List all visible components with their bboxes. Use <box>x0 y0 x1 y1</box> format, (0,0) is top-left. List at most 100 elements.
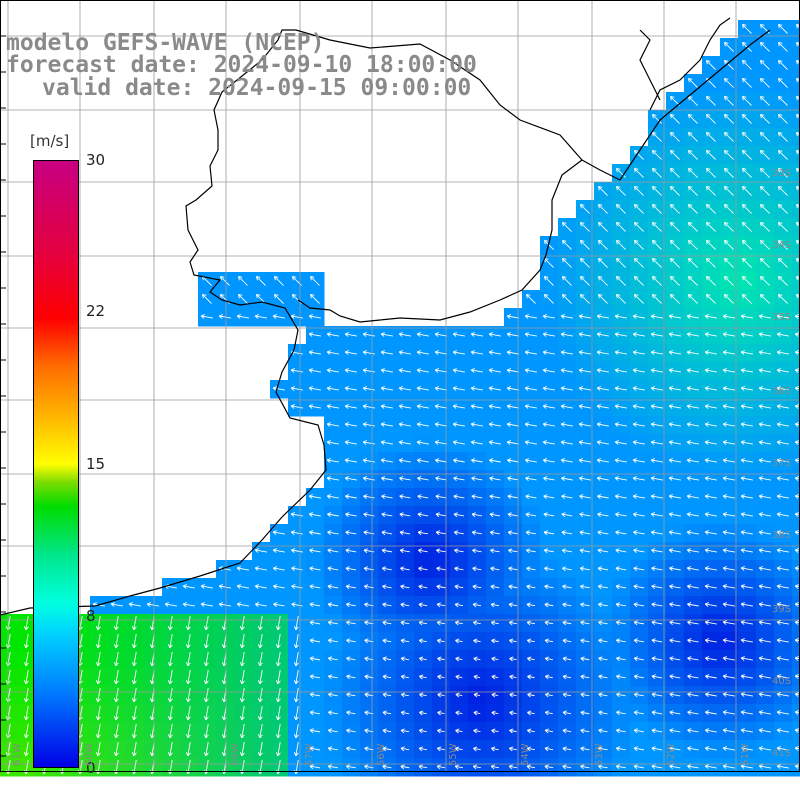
wind-arrow <box>578 404 591 409</box>
wind-arrow <box>794 746 800 751</box>
lat-label-37s: 37S <box>772 458 792 469</box>
wind-arrow <box>185 652 191 667</box>
wind-arrow <box>23 706 29 721</box>
wind-arrow <box>542 332 555 337</box>
wind-arrow <box>741 59 752 70</box>
wind-arrow <box>491 674 499 680</box>
wind-arrow <box>578 476 591 481</box>
wind-arrow <box>686 314 699 319</box>
wind-arrow <box>509 638 517 644</box>
wind-arrow <box>722 548 735 553</box>
wind-arrow <box>453 530 464 536</box>
wind-arrow <box>239 670 245 685</box>
wind-arrow <box>326 350 339 355</box>
wind-arrow <box>758 404 771 409</box>
wind-arrow <box>560 368 573 373</box>
wind-arrow <box>651 728 663 734</box>
wind-arrow <box>201 293 212 304</box>
wind-arrow <box>668 314 681 319</box>
wind-arrow <box>434 422 447 427</box>
wind-arrow <box>473 692 481 698</box>
wind-arrow <box>776 512 789 517</box>
wind-arrow <box>380 368 393 373</box>
wind-arrow <box>741 95 752 106</box>
wind-arrow <box>776 620 789 625</box>
wind-arrow <box>758 458 771 463</box>
wind-arrow <box>597 221 608 232</box>
wind-arrow <box>436 764 446 770</box>
lon-label-59w: 59W <box>230 743 241 766</box>
wind-arrow <box>473 746 481 752</box>
wind-arrow <box>633 620 645 626</box>
wind-arrow <box>740 584 753 589</box>
wind-arrow <box>416 404 429 409</box>
wind-arrow <box>452 368 465 373</box>
wind-arrow <box>758 548 771 553</box>
wind-arrow <box>759 257 770 268</box>
wind-arrow <box>95 706 101 721</box>
wind-arrow <box>417 530 429 536</box>
wind-arrow <box>615 638 626 644</box>
wind-arrow <box>632 314 645 319</box>
wind-arrow <box>509 674 517 680</box>
wind-arrow <box>380 422 393 427</box>
wind-arrow <box>580 674 590 680</box>
wind-arrow <box>794 602 800 607</box>
wind-arrow <box>436 566 446 572</box>
wind-arrow <box>740 692 753 697</box>
wind-arrow <box>400 620 410 626</box>
wind-arrow <box>598 764 608 770</box>
wind-arrow <box>308 368 321 373</box>
wind-arrow <box>722 440 735 445</box>
wind-arrow <box>686 404 699 409</box>
wind-arrow <box>327 764 338 770</box>
wind-arrow <box>669 674 681 680</box>
wind-arrow <box>437 674 445 680</box>
wind-arrow <box>418 620 428 626</box>
wind-arrow <box>579 275 590 286</box>
wind-arrow <box>327 656 338 662</box>
wind-arrow <box>669 185 680 196</box>
wind-arrow <box>651 710 663 716</box>
wind-arrow <box>185 724 191 739</box>
wind-arrow <box>596 332 609 337</box>
wind-arrow <box>669 167 680 178</box>
wind-arrow <box>758 350 771 355</box>
wind-arrow <box>668 548 681 553</box>
wind-arrow <box>669 203 680 214</box>
wind-arrow <box>345 602 356 608</box>
wind-arrow <box>740 422 753 427</box>
wind-arrow <box>345 548 357 554</box>
wind-arrow <box>293 742 299 757</box>
wind-arrow <box>615 602 626 608</box>
wind-arrow <box>615 764 626 770</box>
wind-arrow <box>651 620 663 626</box>
wind-arrow <box>293 616 299 631</box>
wind-arrow <box>758 584 771 589</box>
wind-arrow <box>632 458 645 463</box>
wind-arrow <box>344 386 357 391</box>
wind-arrow <box>437 728 445 734</box>
wind-arrow <box>526 602 536 608</box>
wind-arrow <box>578 440 591 445</box>
wind-arrow <box>543 530 555 536</box>
wind-arrow <box>741 293 752 304</box>
wind-arrow <box>740 764 753 769</box>
wind-arrow <box>614 368 627 373</box>
wind-arrow <box>723 275 734 286</box>
wind-arrow <box>398 368 411 373</box>
wind-arrow <box>507 494 519 500</box>
wind-arrow <box>687 692 699 698</box>
wind-arrow <box>740 386 753 391</box>
wind-arrow <box>633 239 644 250</box>
wind-arrow <box>275 652 281 667</box>
wind-arrow <box>561 293 572 304</box>
wind-arrow <box>651 131 662 142</box>
wind-arrow <box>562 710 572 716</box>
wind-arrow <box>506 332 519 337</box>
wind-arrow <box>542 350 555 355</box>
wind-arrow <box>650 458 663 463</box>
wind-arrow <box>560 386 573 391</box>
wind-arrow <box>290 368 303 373</box>
